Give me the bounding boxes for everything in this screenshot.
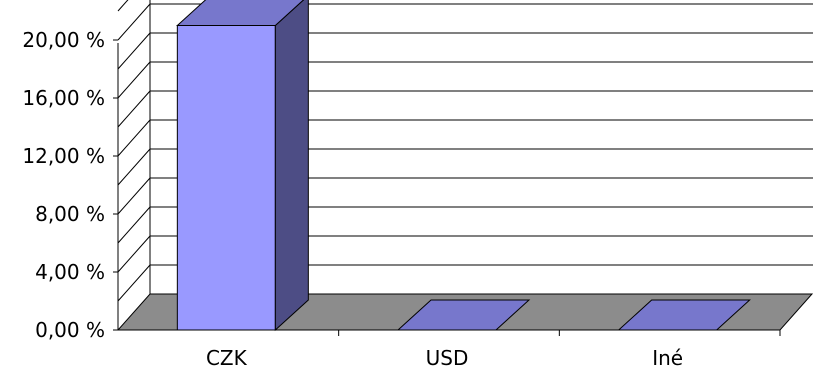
y-tick-label: 12,00 %	[22, 144, 105, 168]
x-axis-ticks: CZK USD Iné	[206, 330, 781, 370]
y-axis-ticks: 0,00 % 4,00 % 8,00 % 12,00 % 16,00 % 20,00 %	[22, 28, 118, 342]
bars	[176, 0, 751, 332]
bar	[176, 0, 309, 332]
x-tick-label: USD	[426, 346, 469, 370]
y-tick-label: 20,00 %	[22, 28, 105, 52]
y-tick-label: 4,00 %	[35, 260, 105, 284]
x-tick-label: Iné	[652, 346, 683, 370]
bar	[396, 299, 531, 331]
y-tick-label: 0,00 %	[35, 318, 105, 342]
x-tick-label: CZK	[206, 346, 248, 370]
gridline	[117, 0, 129, 12]
y-tick-label: 8,00 %	[35, 202, 105, 226]
y-tick-label: 16,00 %	[22, 86, 105, 110]
bar	[617, 299, 751, 331]
